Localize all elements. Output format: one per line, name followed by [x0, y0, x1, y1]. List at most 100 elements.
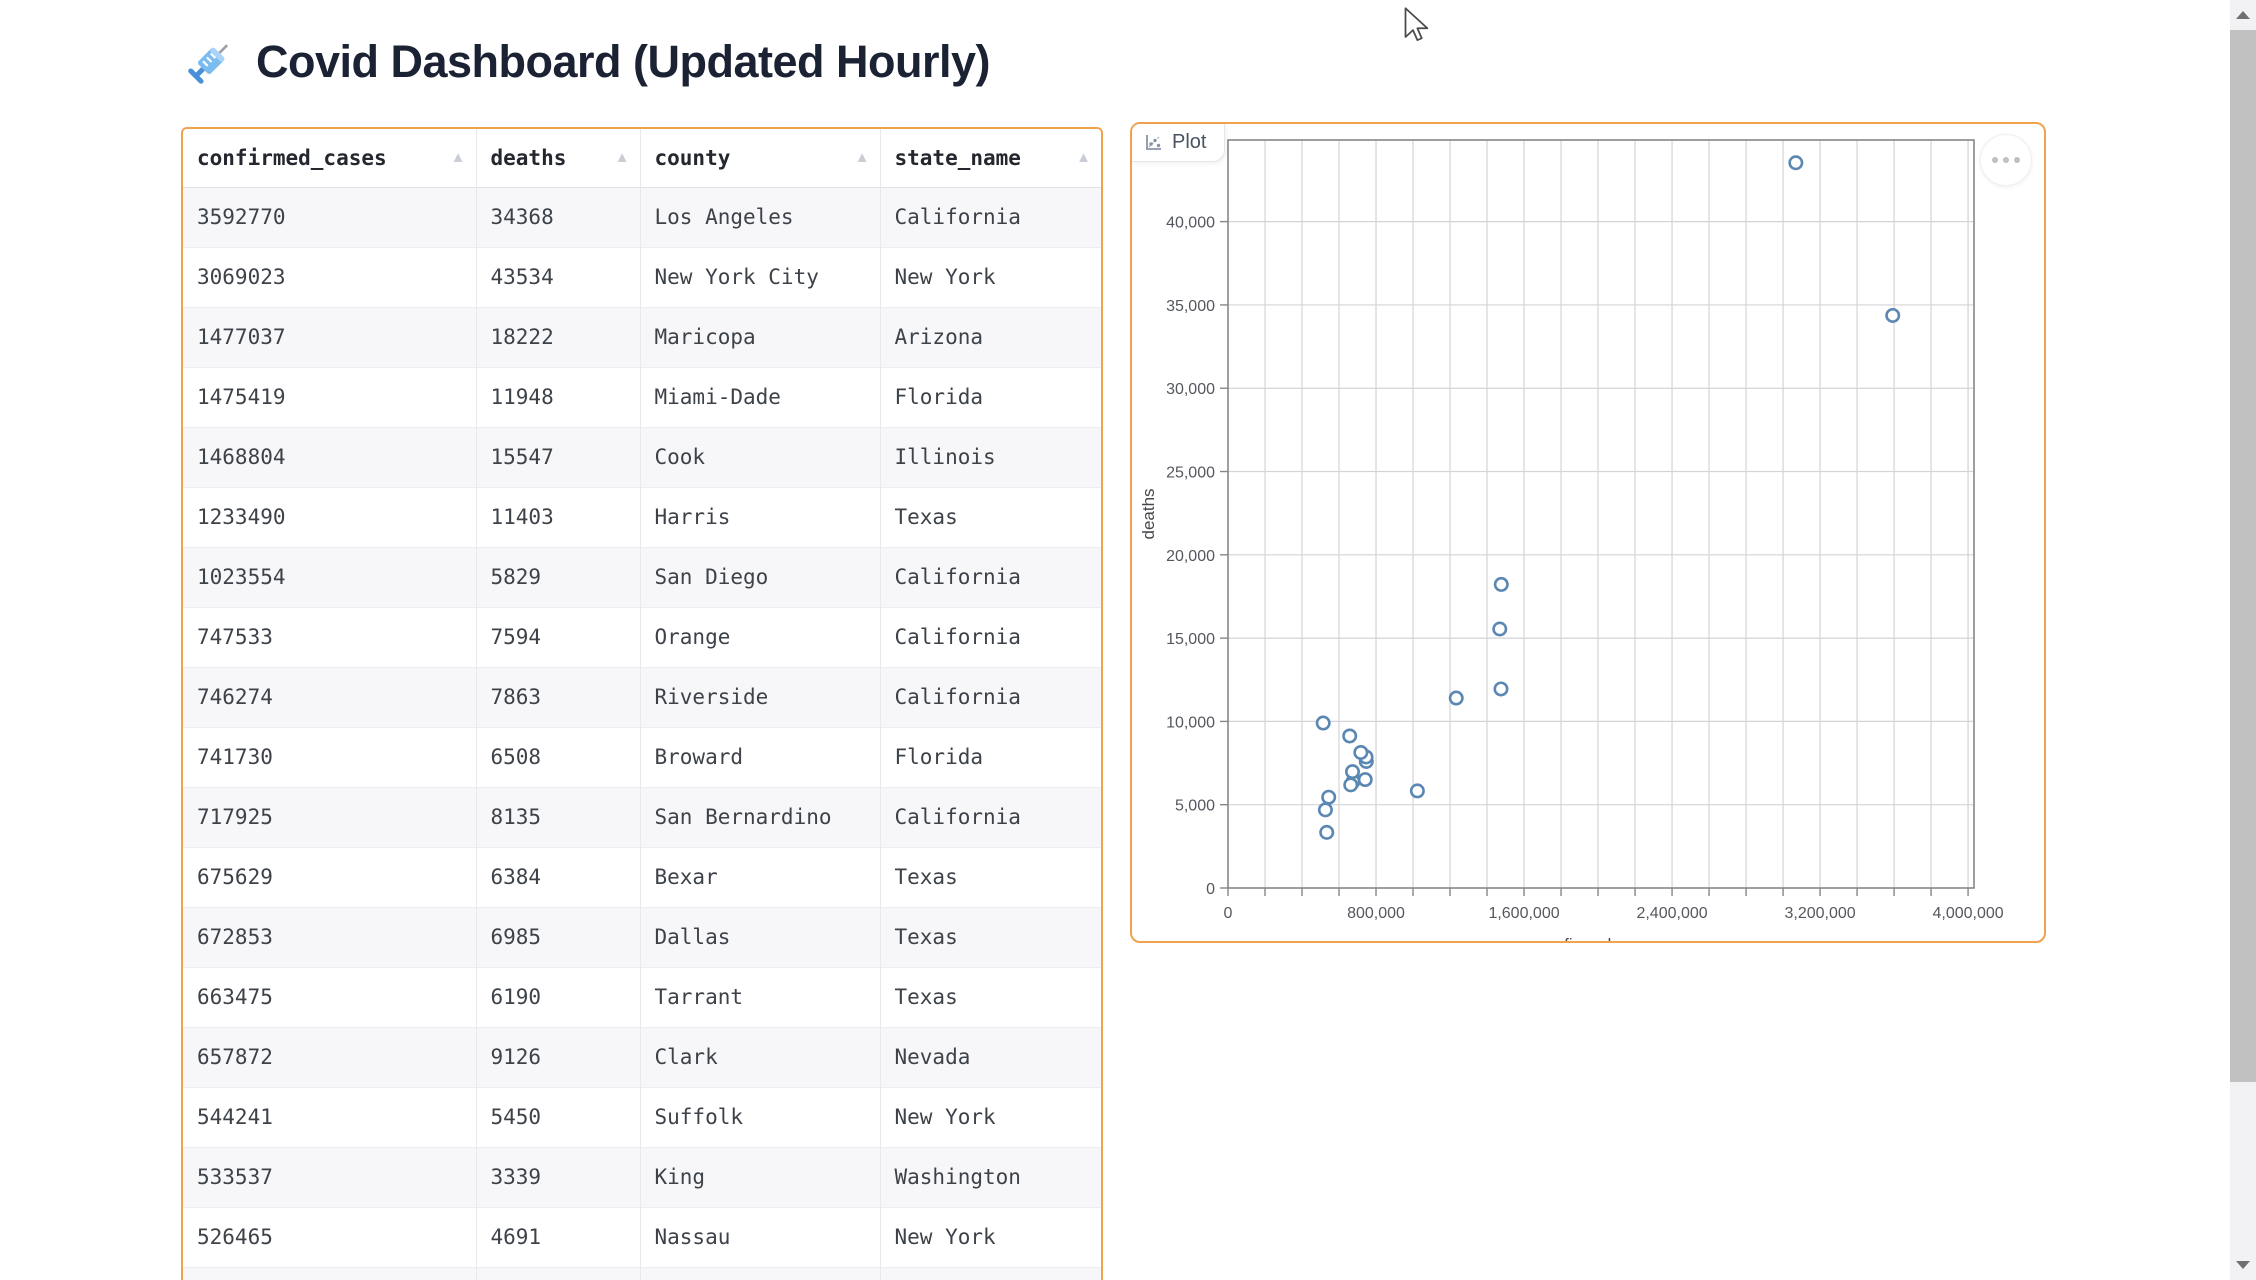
- mouse-cursor: [1404, 7, 1429, 41]
- column-label: county: [654, 145, 731, 170]
- table-cell: New York: [880, 1206, 1101, 1267]
- column-label: deaths: [490, 145, 567, 170]
- scroll-up-button[interactable]: [2230, 0, 2256, 30]
- table-row: 741730 6508 Broward Florida: [183, 726, 1101, 787]
- tab-plot[interactable]: Plot: [1132, 124, 1226, 162]
- ellipsis-icon: [2014, 157, 2020, 163]
- table-cell: San Diego: [640, 546, 881, 607]
- plot-panel: Plot 0 800,000 1,600,000 2,400,000 3,200,000…: [1130, 122, 2046, 954]
- scroll-down-button[interactable]: [2230, 1250, 2256, 1280]
- table-cell: 741730: [183, 726, 477, 787]
- x-tick-label: 3,200,000: [1784, 905, 1855, 922]
- ellipsis-icon: [2003, 157, 2009, 163]
- scatter-point[interactable]: [1319, 824, 1335, 840]
- table-cell: Texas: [880, 846, 1101, 907]
- table-row: 3592770 34368 Los Angeles California: [183, 187, 1101, 247]
- scatter-point[interactable]: [1448, 690, 1464, 706]
- scatter-point[interactable]: [1885, 307, 1901, 323]
- table-cell: 15547: [476, 426, 641, 487]
- table-cell: Riverside: [640, 666, 881, 727]
- table-cell: 5829: [476, 546, 641, 607]
- scatter-point[interactable]: [1493, 576, 1509, 592]
- x-axis-title: confirmed_cases: [1537, 935, 1666, 941]
- scatter-point[interactable]: [1321, 789, 1337, 805]
- sort-asc-icon[interactable]: ▲: [614, 148, 630, 166]
- vertical-scrollbar[interactable]: [2230, 0, 2256, 1280]
- table-row: 3069023 43534 New York City New York: [183, 246, 1101, 307]
- y-tick-label: 30,000: [1166, 381, 1215, 398]
- sort-asc-icon[interactable]: ▲: [1076, 148, 1091, 166]
- more-options-button[interactable]: [1980, 134, 2032, 186]
- table-cell: Michigan: [880, 1266, 1101, 1280]
- table-cell: 18222: [476, 306, 641, 367]
- table-cell: 533537: [183, 1146, 477, 1207]
- y-tick-label: 10,000: [1166, 714, 1215, 731]
- table-cell: Orange: [640, 606, 881, 667]
- table-cell: Miami-Dade: [640, 366, 881, 427]
- column-header-deaths[interactable]: deaths ▲: [476, 129, 641, 188]
- column-header-county[interactable]: county ▲: [640, 129, 881, 188]
- table-cell: King: [640, 1146, 881, 1207]
- page-title: Covid Dashboard (Updated Hourly): [256, 36, 991, 87]
- x-tick-label: 1,600,000: [1488, 905, 1559, 922]
- scatter-point[interactable]: [1344, 764, 1360, 780]
- table-cell: Suffolk: [640, 1086, 881, 1147]
- column-header-confirmed-cases[interactable]: confirmed_cases ▲: [183, 129, 477, 188]
- column-header-state-name[interactable]: state_name ▲: [880, 129, 1101, 188]
- table-cell: Tarrant: [640, 966, 881, 1027]
- tab-plot-label: Plot: [1172, 131, 1207, 153]
- scatter-point[interactable]: [1343, 777, 1359, 793]
- x-tick-label: 4,000,000: [1932, 905, 2003, 922]
- table-header-row: confirmed_cases ▲ deaths ▲ county ▲ stat…: [183, 129, 1101, 188]
- sort-asc-icon[interactable]: ▲: [854, 148, 870, 166]
- table-cell: California: [880, 786, 1101, 847]
- scatter-point[interactable]: [1409, 783, 1425, 799]
- table-cell: 7594: [476, 606, 641, 667]
- table-cell: 3069023: [183, 246, 477, 307]
- table-cell: 6190: [476, 966, 641, 1027]
- sort-asc-icon[interactable]: ▲: [450, 148, 466, 166]
- y-axis-title: deaths: [1139, 488, 1158, 539]
- scatter-point[interactable]: [1342, 728, 1358, 744]
- table-row: 1468804 15547 Cook Illinois: [183, 426, 1101, 487]
- table-cell: 9902: [476, 1266, 641, 1280]
- table-cell: Texas: [880, 906, 1101, 967]
- scatter-point[interactable]: [1315, 715, 1331, 731]
- table-cell: 11948: [476, 366, 641, 427]
- table-cell: 663475: [183, 966, 477, 1027]
- scatter-point[interactable]: [1492, 621, 1508, 637]
- table-cell: California: [880, 606, 1101, 667]
- table-row: 663475 6190 Tarrant Texas: [183, 966, 1101, 1027]
- x-tick-label: 2,400,000: [1636, 905, 1707, 922]
- scatter-point[interactable]: [1353, 744, 1369, 760]
- table-cell: Los Angeles: [640, 187, 881, 247]
- table-cell: 657872: [183, 1026, 477, 1087]
- table-cell: Clark: [640, 1026, 881, 1087]
- scatter-point[interactable]: [1357, 772, 1373, 788]
- page-header: Covid Dashboard (Updated Hourly): [186, 36, 991, 88]
- table-cell: New York City: [640, 246, 881, 307]
- ellipsis-icon: [1992, 157, 1998, 163]
- scatter-point[interactable]: [1493, 681, 1509, 697]
- table-cell: Arizona: [880, 306, 1101, 367]
- table-cell: Texas: [880, 966, 1101, 1027]
- covid-table-card: confirmed_cases ▲ deaths ▲ county ▲ stat…: [181, 127, 1103, 1280]
- table-row: 675629 6384 Bexar Texas: [183, 846, 1101, 907]
- table-cell: 9126: [476, 1026, 641, 1087]
- table-cell: 6508: [476, 726, 641, 787]
- table-cell: 34368: [476, 187, 641, 247]
- table-row: 533537 3339 King Washington: [183, 1146, 1101, 1207]
- chevron-down-icon: [2236, 1261, 2250, 1269]
- scatter-point[interactable]: [1788, 155, 1804, 171]
- scatter-plot[interactable]: 0 800,000 1,600,000 2,400,000 3,200,000 4,000…: [1132, 124, 2044, 954]
- table-cell: 11403: [476, 486, 641, 547]
- table-row: 1475419 11948 Miami-Dade Florida: [183, 366, 1101, 427]
- table-cell: Washington: [880, 1146, 1101, 1207]
- scatter-point[interactable]: [1317, 802, 1333, 818]
- scrollbar-thumb[interactable]: [2230, 30, 2256, 1082]
- table-row: 747533 7594 Orange California: [183, 606, 1101, 667]
- table-cell: California: [880, 546, 1101, 607]
- table-row: 1233490 11403 Harris Texas: [183, 486, 1101, 547]
- table-cell: 544241: [183, 1086, 477, 1147]
- table-row: 544241 5450 Suffolk New York: [183, 1086, 1101, 1147]
